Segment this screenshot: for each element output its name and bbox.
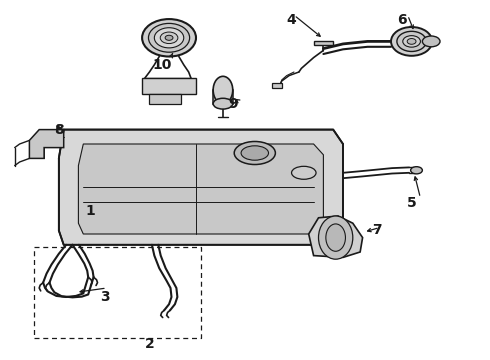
Ellipse shape	[403, 36, 420, 47]
Text: 7: 7	[372, 224, 382, 237]
Ellipse shape	[391, 27, 432, 56]
Polygon shape	[29, 130, 64, 158]
Text: 2: 2	[145, 337, 154, 351]
Text: 10: 10	[152, 58, 172, 72]
Polygon shape	[309, 216, 363, 257]
Text: 1: 1	[86, 204, 96, 217]
Ellipse shape	[292, 166, 316, 179]
Text: 3: 3	[100, 290, 110, 304]
Ellipse shape	[407, 39, 416, 44]
Ellipse shape	[213, 98, 233, 109]
Ellipse shape	[397, 31, 426, 51]
Bar	[34, 247, 201, 338]
Ellipse shape	[422, 36, 440, 47]
Ellipse shape	[326, 224, 345, 251]
Text: 4: 4	[287, 13, 296, 27]
Polygon shape	[213, 90, 233, 104]
Text: 9: 9	[228, 98, 238, 111]
Polygon shape	[314, 41, 333, 45]
Ellipse shape	[234, 141, 275, 165]
Ellipse shape	[318, 216, 353, 259]
Text: 5: 5	[407, 197, 416, 210]
Polygon shape	[78, 144, 323, 234]
Polygon shape	[142, 78, 196, 94]
Ellipse shape	[411, 167, 422, 174]
Ellipse shape	[241, 146, 269, 160]
Ellipse shape	[148, 23, 190, 52]
Polygon shape	[59, 130, 343, 245]
Text: 8: 8	[54, 123, 64, 136]
Ellipse shape	[213, 76, 233, 104]
Ellipse shape	[142, 19, 196, 57]
Polygon shape	[149, 94, 181, 104]
Ellipse shape	[160, 32, 178, 44]
Ellipse shape	[165, 35, 173, 40]
Ellipse shape	[154, 28, 184, 48]
Text: 6: 6	[397, 13, 407, 27]
Polygon shape	[272, 83, 282, 88]
